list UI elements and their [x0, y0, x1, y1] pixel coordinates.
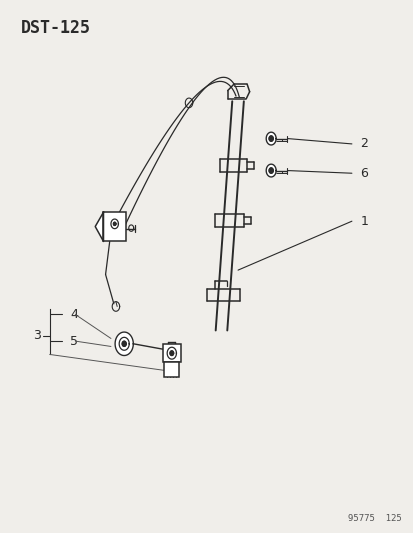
Bar: [164, 362, 179, 377]
Polygon shape: [170, 351, 173, 356]
Polygon shape: [266, 164, 275, 177]
Polygon shape: [268, 168, 273, 173]
Polygon shape: [122, 341, 126, 346]
Polygon shape: [113, 222, 116, 225]
Polygon shape: [167, 347, 176, 359]
Text: 95775  125: 95775 125: [347, 514, 401, 523]
Bar: [163, 344, 180, 362]
Text: 6: 6: [359, 167, 367, 180]
Text: DST-125: DST-125: [21, 19, 90, 37]
Text: 2: 2: [359, 138, 367, 150]
Polygon shape: [268, 136, 273, 141]
Text: 3: 3: [33, 329, 41, 342]
Bar: [103, 212, 126, 241]
Polygon shape: [95, 212, 103, 241]
Text: 4: 4: [70, 308, 78, 321]
Polygon shape: [111, 219, 118, 229]
Text: 1: 1: [359, 215, 367, 228]
Text: 5: 5: [70, 335, 78, 348]
Polygon shape: [115, 332, 133, 356]
Polygon shape: [119, 337, 129, 350]
Polygon shape: [266, 132, 275, 145]
